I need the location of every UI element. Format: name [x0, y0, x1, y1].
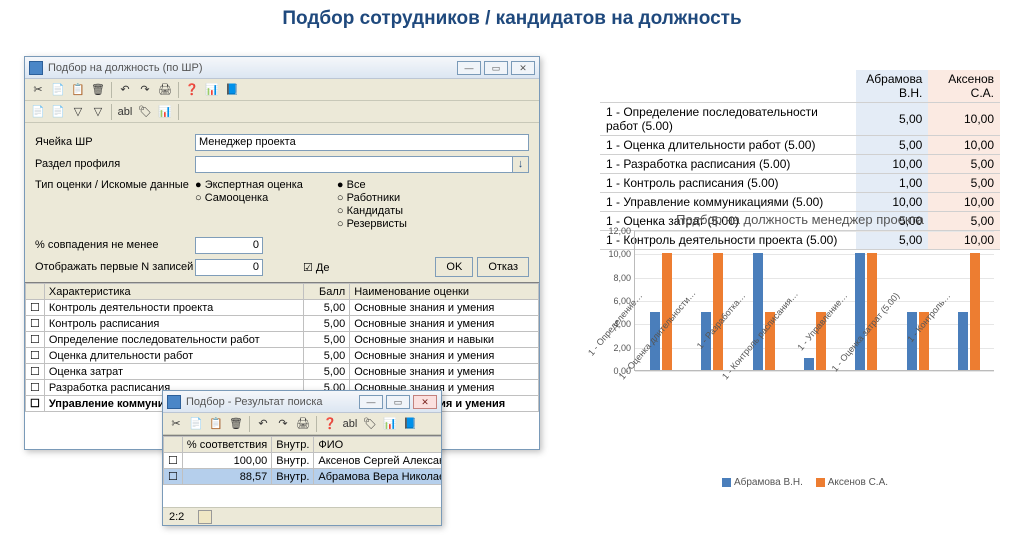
radio-option[interactable]: Работники	[337, 192, 407, 204]
toolbar-button[interactable]: ❓	[182, 81, 202, 99]
legend-swatch-b	[816, 478, 825, 487]
table-row: 1 - Управление коммуникациями (5.00)10,0…	[600, 193, 1000, 212]
table-row[interactable]: ☐Определение последовательности работ5,0…	[26, 332, 539, 348]
table-row[interactable]: ☐Контроль расписания5,00Основные знания …	[26, 316, 539, 332]
app-icon	[167, 395, 181, 409]
toolbar-button[interactable]: 📊	[202, 81, 222, 99]
ok-button[interactable]: OK	[435, 257, 473, 277]
toolbar-button[interactable]: 🏷	[360, 415, 380, 433]
main-toolbar-2: 📄📄▽▽abl🏷📊	[25, 101, 539, 123]
chart-legend: Абрамова В.Н. Аксенов С.А.	[600, 477, 1000, 488]
page-title: Подбор сотрудников / кандидатов на должн…	[0, 0, 1024, 40]
legend-swatch-a	[722, 478, 731, 487]
toolbar-button[interactable]: 📘	[222, 81, 242, 99]
profile-section-drop-icon[interactable]: ↓	[513, 156, 529, 173]
radio-option[interactable]: Самооценка	[195, 192, 303, 204]
toolbar-button[interactable]: 🖨	[155, 81, 175, 99]
eval-type-label: Тип оценки / Искомые данные	[35, 179, 195, 191]
results-statusbar: 2:2	[163, 507, 441, 525]
radio-option[interactable]: Все	[337, 179, 407, 191]
toolbar-button[interactable]: 🏷	[135, 103, 155, 121]
cancel-button[interactable]: Отказ	[477, 257, 529, 277]
radio-option[interactable]: Кандидаты	[337, 205, 407, 217]
details-checkbox[interactable]: ☑ Де	[303, 261, 330, 274]
results-grid[interactable]: % соответствияВнутр.ФИО☐100,00Внутр.Аксе…	[163, 435, 441, 507]
results-minimize-button[interactable]: —	[359, 395, 383, 409]
match-pct-label: % совпадения не менее	[35, 239, 195, 251]
table-row: 1 - Контроль расписания (5.00)1,005,00	[600, 174, 1000, 193]
legend-label-b: Аксенов С.А.	[828, 477, 888, 488]
results-maximize-button[interactable]: ▭	[386, 395, 410, 409]
form-area: Ячейка ШР Менеджер проекта Раздел профил…	[25, 123, 539, 282]
toolbar-button[interactable]: 🖨	[293, 415, 313, 433]
first-n-label: Отображать первые N записей	[35, 261, 195, 273]
main-titlebar: Подбор на должность (по ШР) — ▭ ✕	[25, 57, 539, 79]
first-n-input[interactable]: 0	[195, 259, 263, 276]
chart-x-labels: 1 - Определение…1 - Оценка длительности……	[634, 371, 994, 471]
toolbar-button[interactable]: ↶	[253, 415, 273, 433]
toolbar-button[interactable]: ❓	[320, 415, 340, 433]
results-toolbar: ✂📄📋🗑 ↶↷🖨 ❓abl🏷📊📘	[163, 413, 441, 435]
results-titlebar: Подбор - Результат поиска — ▭ ✕	[163, 391, 441, 413]
toolbar-button[interactable]: 📄	[48, 103, 68, 121]
toolbar-button[interactable]: 🗑	[88, 81, 108, 99]
toolbar-button[interactable]: 📋	[68, 81, 88, 99]
main-title: Подбор на должность (по ШР)	[48, 62, 454, 74]
chart-title: Подбор на должность менеджер проекта	[600, 212, 1000, 227]
toolbar-button[interactable]: 📄	[28, 103, 48, 121]
cell-label: Ячейка ШР	[35, 136, 195, 148]
table-row: 1 - Определение последовательности работ…	[600, 103, 1000, 136]
toolbar-button[interactable]: ↷	[273, 415, 293, 433]
selection-chart: Подбор на должность менеджер проекта 0,0…	[600, 212, 1000, 522]
match-pct-input[interactable]: 0	[195, 237, 263, 254]
toolbar-button[interactable]: 📄	[186, 415, 206, 433]
toolbar-button[interactable]: ↷	[135, 81, 155, 99]
toolbar-button[interactable]: ▽	[68, 103, 88, 121]
status-position: 2:2	[169, 511, 184, 523]
toolbar-button[interactable]: 📊	[155, 103, 175, 121]
radio-option[interactable]: Резервисты	[337, 218, 407, 230]
table-row[interactable]: ☐Оценка длительности работ5,00Основные з…	[26, 348, 539, 364]
toolbar-button[interactable]: abl	[340, 415, 360, 433]
toolbar-button[interactable]: ✂	[28, 81, 48, 99]
profile-section-input[interactable]	[195, 156, 513, 173]
toolbar-button[interactable]: 📊	[380, 415, 400, 433]
toolbar-button[interactable]: ↶	[115, 81, 135, 99]
radio-option[interactable]: Экспертная оценка	[195, 179, 303, 191]
results-window: Подбор - Результат поиска — ▭ ✕ ✂📄📋🗑 ↶↷🖨 ❓…	[162, 390, 442, 526]
toolbar-button[interactable]: 🗑	[226, 415, 246, 433]
toolbar-button[interactable]: 📋	[206, 415, 226, 433]
toolbar-button[interactable]: ▽	[88, 103, 108, 121]
table-row[interactable]: ☐100,00Внутр.Аксенов Сергей Александрови…	[164, 453, 442, 469]
toolbar-button[interactable]: abl	[115, 103, 135, 121]
app-icon	[29, 61, 43, 75]
table-row: 1 - Разработка расписания (5.00)10,005,0…	[600, 155, 1000, 174]
table-row: 1 - Оценка длительности работ (5.00)5,00…	[600, 136, 1000, 155]
eval-radio-group[interactable]: Экспертная оценкаСамооценка	[195, 179, 303, 230]
minimize-button[interactable]: —	[457, 61, 481, 75]
table-row[interactable]: ☐Оценка затрат5,00Основные знания и умен…	[26, 364, 539, 380]
cell-input[interactable]: Менеджер проекта	[195, 134, 529, 151]
main-toolbar-1: ✂📄📋🗑 ↶↷🖨 ❓📊📘	[25, 79, 539, 101]
clipboard-icon	[198, 510, 212, 524]
toolbar-button[interactable]: 📘	[400, 415, 420, 433]
profile-section-label: Раздел профиля	[35, 158, 195, 170]
results-title: Подбор - Результат поиска	[186, 396, 356, 408]
maximize-button[interactable]: ▭	[484, 61, 508, 75]
table-row[interactable]: ☐Контроль деятельности проекта5,00Основн…	[26, 300, 539, 316]
results-close-button[interactable]: ✕	[413, 395, 437, 409]
close-button[interactable]: ✕	[511, 61, 535, 75]
table-row[interactable]: ☐88,57Внутр.Абрамова Вера Николаевна	[164, 469, 442, 485]
toolbar-button[interactable]: ✂	[166, 415, 186, 433]
toolbar-button[interactable]: 📄	[48, 81, 68, 99]
legend-label-a: Абрамова В.Н.	[734, 477, 803, 488]
scope-radio-group[interactable]: ВсеРаботникиКандидатыРезервисты	[337, 179, 407, 230]
